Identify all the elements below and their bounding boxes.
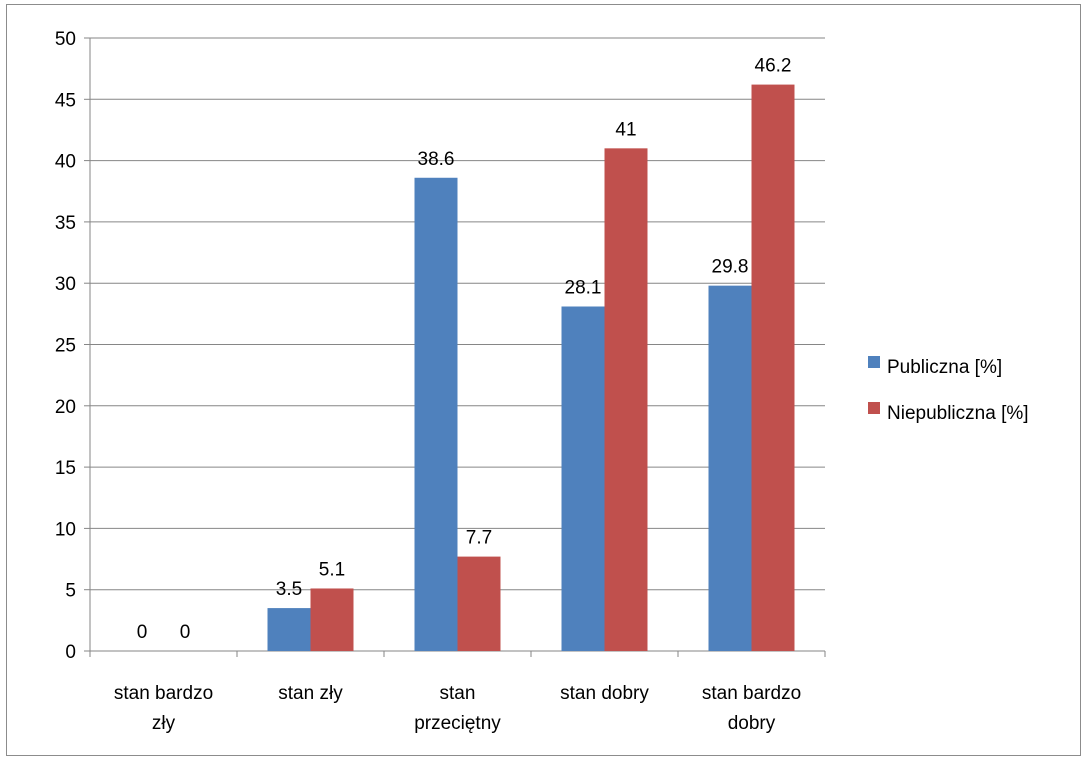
bar bbox=[751, 84, 795, 651]
x-tick-label: stan zły bbox=[278, 683, 343, 704]
x-tick-label: stan bardzo bbox=[114, 683, 213, 704]
bar bbox=[604, 148, 648, 651]
legend-swatch bbox=[868, 402, 880, 414]
bar bbox=[310, 588, 354, 651]
x-tick-label: stan bbox=[440, 683, 476, 704]
bar bbox=[267, 608, 311, 651]
bar bbox=[708, 285, 752, 651]
data-label: 5.1 bbox=[319, 559, 345, 580]
y-tick-label: 0 bbox=[65, 642, 76, 663]
y-tick-label: 10 bbox=[55, 519, 76, 540]
x-tick-label: stan bardzo bbox=[702, 683, 801, 704]
y-tick-label: 5 bbox=[65, 581, 76, 602]
bar bbox=[561, 306, 605, 651]
y-tick-label: 15 bbox=[55, 458, 76, 479]
y-tick-label: 30 bbox=[55, 274, 76, 295]
data-label: 28.1 bbox=[565, 277, 602, 298]
data-label: 38.6 bbox=[418, 149, 455, 170]
data-label: 29.8 bbox=[712, 257, 749, 278]
legend-swatch bbox=[868, 356, 880, 368]
data-label: 41 bbox=[615, 119, 636, 140]
x-tick-label: zły bbox=[152, 713, 176, 734]
bar bbox=[414, 177, 458, 651]
x-tick-label: stan dobry bbox=[560, 683, 649, 704]
y-tick-label: 20 bbox=[55, 397, 76, 418]
bar bbox=[457, 556, 501, 651]
y-tick-label: 45 bbox=[55, 90, 76, 111]
legend-label: Publiczna [%] bbox=[887, 357, 1002, 378]
data-label: 0 bbox=[137, 622, 148, 643]
y-tick-label: 25 bbox=[55, 336, 76, 357]
data-label: 0 bbox=[180, 622, 191, 643]
chart-area bbox=[6, 4, 1081, 756]
x-tick-label: przeciętny bbox=[414, 713, 501, 734]
data-label: 3.5 bbox=[276, 579, 302, 600]
legend-label: Niepubliczna [%] bbox=[887, 403, 1029, 424]
y-tick-label: 40 bbox=[55, 152, 76, 173]
y-tick-label: 35 bbox=[55, 213, 76, 234]
data-label: 46.2 bbox=[755, 56, 792, 77]
data-label: 7.7 bbox=[466, 528, 492, 549]
x-tick-label: dobry bbox=[728, 713, 776, 734]
y-tick-label: 50 bbox=[55, 29, 76, 50]
